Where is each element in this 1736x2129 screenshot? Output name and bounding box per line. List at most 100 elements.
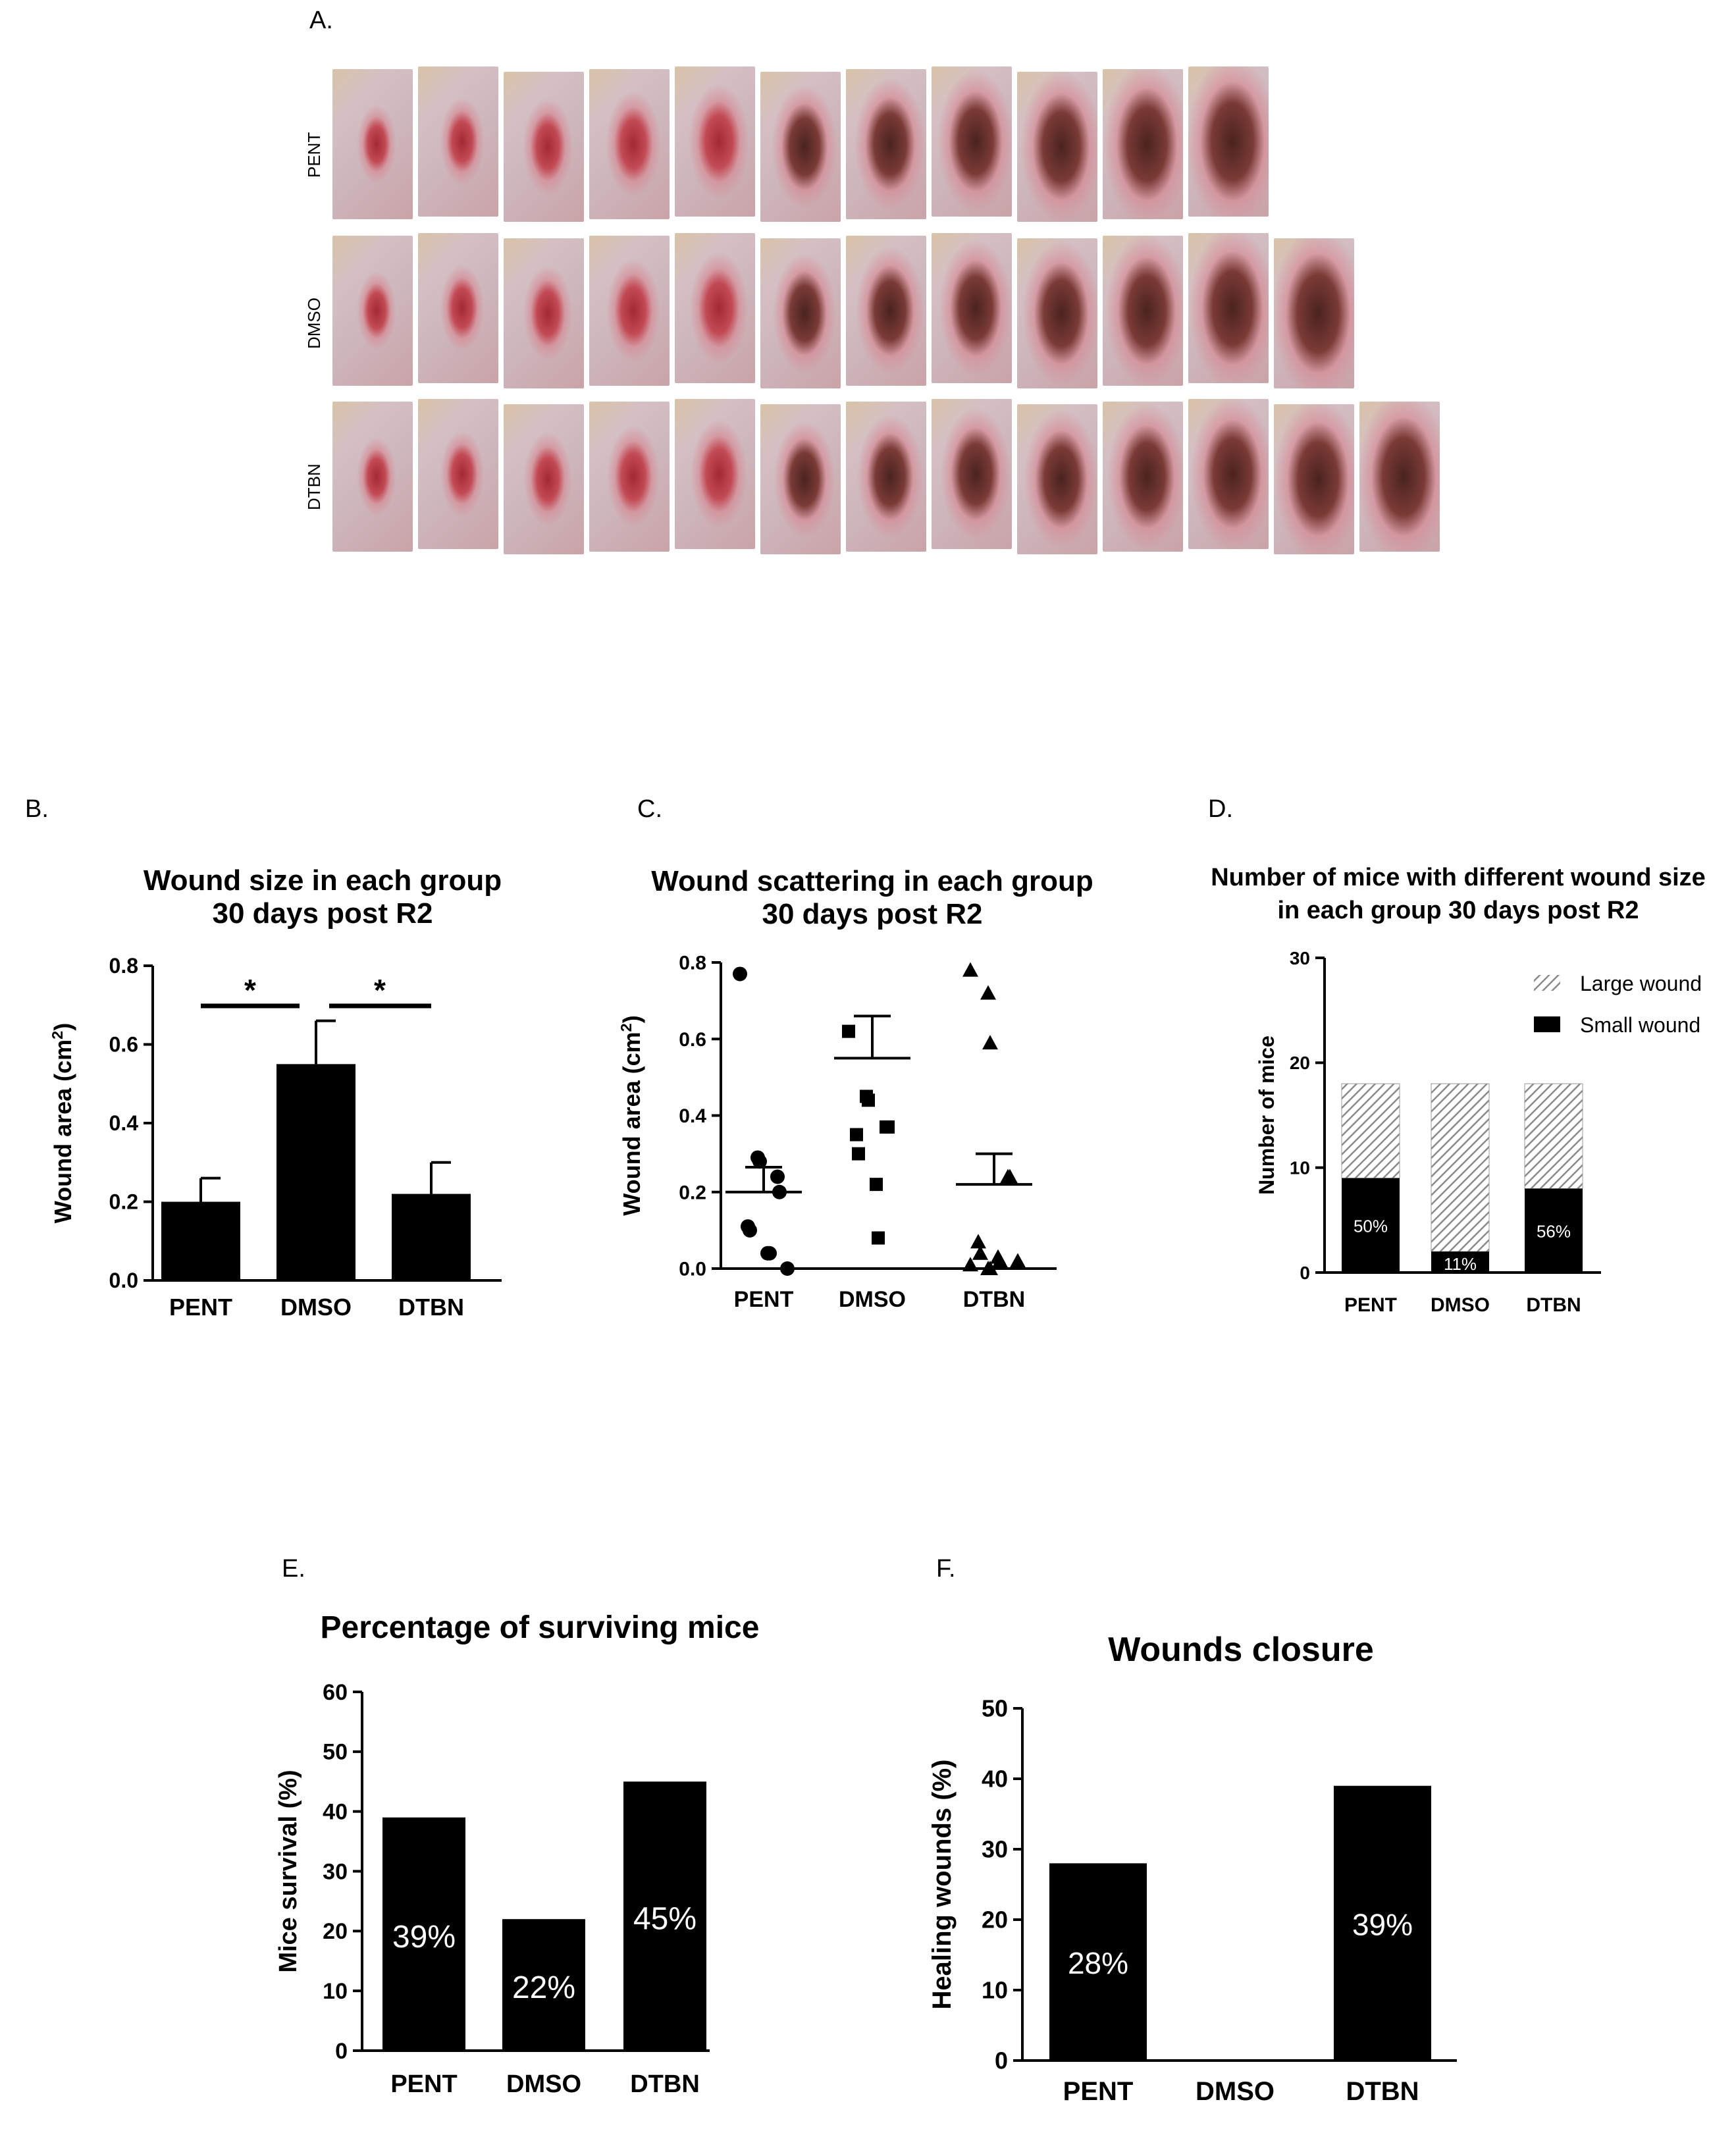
wound-photo-pent-8 [932, 66, 1012, 217]
chart-e-y-tick-label: 50 [323, 1740, 348, 1765]
wound-photo-dmso-5 [675, 233, 755, 383]
chart-f-bar-pent [1049, 1863, 1147, 2061]
chart-f-y-label: Healing wounds (%) [928, 1760, 957, 2010]
chart-e-bar-pent [382, 1817, 465, 2051]
chart-c-point-dtbn [970, 1234, 986, 1249]
chart-d-bar-small-dtbn [1525, 1188, 1583, 1273]
wound-photo-pent-10 [1103, 69, 1183, 219]
wound-photo-dmso-10 [1103, 236, 1183, 386]
chart-d-y-tick-label: 0 [1300, 1263, 1310, 1283]
chart-c-point-dmso [842, 1024, 855, 1038]
chart-b-x-tick-label: DTBN [398, 1294, 464, 1321]
chart-e-y-tick-label: 0 [335, 2039, 348, 2064]
chart-b-bar-dmso [276, 1064, 355, 1280]
chart-e-bar-dtbn [623, 1781, 706, 2051]
chart-b-bar-dtbn [392, 1194, 471, 1280]
chart-e-x-tick-label: DMSO [506, 2070, 581, 2098]
chart-d-axes: 0 10 20 30 [1290, 948, 1601, 1283]
chart-d-bar-label: 56% [1537, 1221, 1571, 1241]
chart-c-point-pent [770, 1169, 785, 1184]
chart-d-y-label: Number of mice [1255, 1036, 1278, 1195]
chart-e-y-tick-label: 20 [323, 1919, 348, 1944]
chart-b-y-tick-label: 0.8 [109, 954, 138, 978]
chart-c-point-dmso [870, 1178, 883, 1192]
chart-b-axes: 0.0 0.2 0.4 0.6 0.8 [109, 954, 502, 1292]
chart-e-x-tick-label: DTBN [630, 2070, 700, 2098]
panel-label-c: C. [637, 795, 662, 823]
wound-photo-pent-6 [760, 72, 841, 222]
chart-c-y-tick-label: 0.0 [679, 1259, 706, 1280]
chart-c-point-dtbn [1002, 1169, 1018, 1184]
chart-d-subtitle: in each group 30 days post R2 [1277, 897, 1639, 924]
chart-c-point-dtbn [992, 1253, 1008, 1268]
chart-d-y-tick-label: 30 [1290, 948, 1310, 968]
chart-e-y-tick-label: 30 [323, 1859, 348, 1884]
chart-d-bar-small-pent [1342, 1178, 1400, 1273]
legend-label-small: Small wound [1580, 1013, 1700, 1037]
chart-d-bar-small-dmso [1431, 1251, 1489, 1273]
chart-e-y-label: Mice survival (%) [275, 1770, 302, 1972]
chart-c-point-dmso [850, 1128, 863, 1142]
wound-photo-dmso-4 [589, 236, 670, 386]
wound-photo-dtbn-8 [932, 399, 1012, 549]
chart-b-subtitle: 30 days post R2 [212, 897, 433, 930]
wound-photo-dmso-6 [760, 238, 841, 388]
wound-photo-pent-11 [1188, 66, 1269, 217]
wound-photo-dmso-3 [504, 238, 584, 388]
chart-c-y-tick-label: 0.4 [679, 1105, 706, 1127]
chart-d-y-tick-label: 10 [1290, 1157, 1310, 1178]
wound-photo-dtbn-12 [1274, 404, 1354, 554]
wound-photo-pent-2 [418, 66, 498, 217]
wound-photo-pent-3 [504, 72, 584, 222]
wound-photo-dmso-9 [1017, 238, 1097, 388]
chart-d-bar-large-pent [1341, 1083, 1400, 1179]
chart-c-title: Wound scattering in each group [651, 865, 1093, 897]
chart-f-bar-label: 28% [1068, 1946, 1128, 1980]
chart-c-point-dtbn [972, 1245, 988, 1260]
wound-photo-dmso-11 [1188, 233, 1269, 383]
chart-d-bar-large-dmso [1431, 1083, 1490, 1252]
chart-b-y-tick-label: 0.2 [109, 1190, 138, 1214]
wound-photo-dtbn-4 [589, 402, 670, 552]
chart-c-x-tick-label: DMSO [839, 1287, 906, 1312]
chart-b-y-label: Wound area (cm2) [49, 1023, 76, 1223]
wound-photo-dmso-8 [932, 233, 1012, 383]
chart-b-sig-mark-1: * [244, 973, 256, 1007]
chart-f-bar-dtbn [1334, 1785, 1431, 2061]
wound-photo-dtbn-11 [1188, 399, 1269, 549]
chart-b-x-tick-label: PENT [169, 1294, 232, 1321]
chart-b-bar-pent [161, 1201, 240, 1280]
chart-b-sig-mark-2: * [374, 973, 386, 1007]
panel-label-e: E. [282, 1555, 305, 1583]
chart-f-bar-label: 39% [1352, 1907, 1413, 1941]
wound-photo-dtbn-7 [846, 402, 926, 552]
chart-c-y-label: Wound area (cm2) [618, 1015, 645, 1215]
chart-f-y-tick-label: 50 [982, 1695, 1008, 1722]
chart-d-title: Number of mice with different wound size [1211, 864, 1706, 891]
chart-c-point-dmso [881, 1120, 895, 1134]
wound-photo-grid [0, 0, 1736, 592]
chart-e-bar-label: 39% [392, 1920, 456, 1955]
panel-label-d: D. [1208, 795, 1233, 823]
chart-c-x-tick-label: DTBN [963, 1287, 1025, 1312]
chart-b-y-tick-label: 0.0 [109, 1269, 138, 1292]
chart-f-y-tick-label: 10 [982, 1977, 1008, 2004]
chart-c-point-dtbn [982, 1261, 998, 1275]
chart-c-point-pent [743, 1222, 757, 1238]
chart-d-x-tick-label: DTBN [1526, 1294, 1581, 1316]
chart-c-point-dtbn [962, 1257, 978, 1272]
chart-c-point-pent [752, 1154, 767, 1169]
chart-c-y-tick-label: 0.6 [679, 1029, 706, 1051]
wound-photo-dtbn-9 [1017, 404, 1097, 554]
chart-b-x-tick-label: DMSO [280, 1294, 352, 1321]
chart-f-title: Wounds closure [1108, 1631, 1374, 1669]
chart-b-y-tick-label: 0.6 [109, 1033, 138, 1057]
chart-c-y-tick-label: 0.2 [679, 1182, 706, 1203]
chart-c-point-pent [780, 1261, 795, 1276]
chart-c-subtitle: 30 days post R2 [762, 898, 982, 930]
chart-e-x-tick-label: PENT [390, 2070, 457, 2098]
chart-d-x-tick-label: DMSO [1431, 1294, 1490, 1316]
chart-c-point-dmso [872, 1231, 885, 1245]
chart-c-point-dtbn [982, 1035, 998, 1050]
